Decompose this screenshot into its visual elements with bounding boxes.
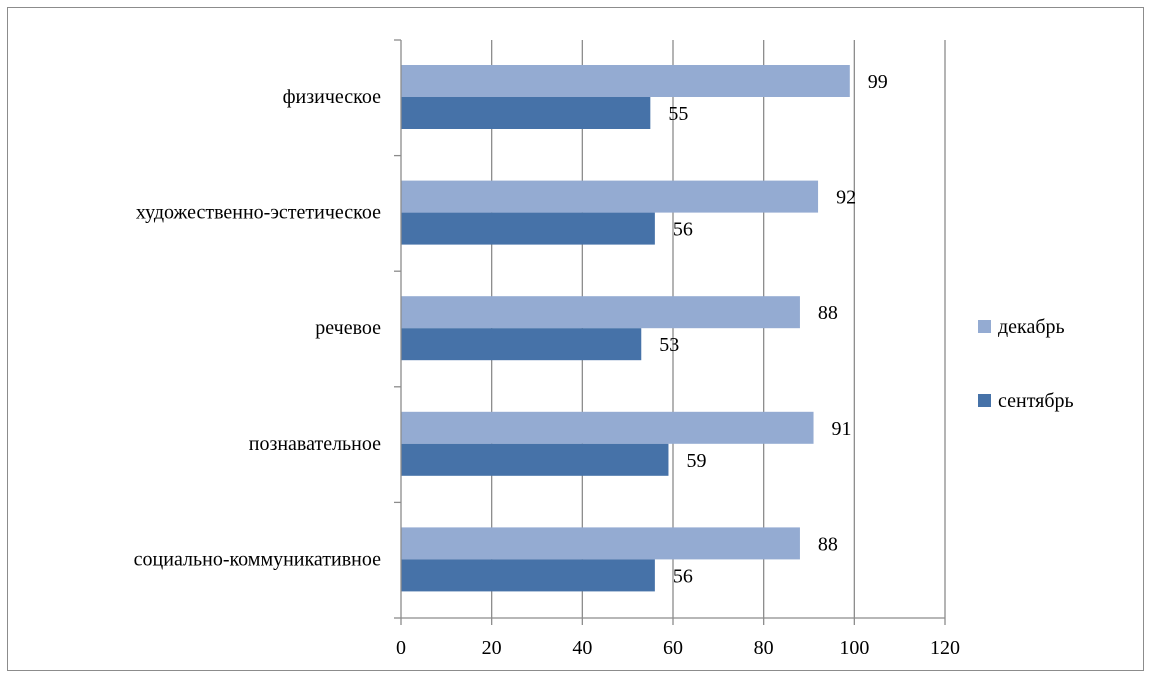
legend: декабрь сентябрь <box>978 316 1074 412</box>
bar-december <box>401 527 800 560</box>
legend-swatch <box>978 320 991 333</box>
x-tick-label: 20 <box>482 637 502 659</box>
x-tick-label: 40 <box>572 637 592 659</box>
x-tick-label: 80 <box>754 637 774 659</box>
bar-september <box>401 212 655 245</box>
data-label: 53 <box>659 334 679 356</box>
x-tick-label: 100 <box>839 637 869 659</box>
category-label: физическое <box>283 86 382 108</box>
category-label: социально-коммуникативное <box>134 548 381 570</box>
data-label: 99 <box>868 71 888 93</box>
data-label: 91 <box>832 418 852 440</box>
data-label: 88 <box>818 533 838 555</box>
bar-december <box>401 180 819 213</box>
bar-december <box>401 411 814 444</box>
legend-label: декабрь <box>998 316 1065 338</box>
chart-frame: 0 20 40 60 80 100 120 физическое 99 55 художествен… <box>7 7 1144 671</box>
bar-september <box>401 559 655 592</box>
legend-label: сентябрь <box>998 390 1074 412</box>
data-label: 56 <box>673 565 693 587</box>
x-tick-label: 60 <box>663 637 683 659</box>
bar-september <box>401 328 642 361</box>
bar-december <box>401 296 800 329</box>
labels: 0 20 40 60 80 100 120 физическое 99 55 художествен… <box>134 71 960 659</box>
bar-september <box>401 97 651 129</box>
axes <box>394 39 946 625</box>
data-label: 59 <box>686 450 706 472</box>
data-label: 56 <box>673 219 693 241</box>
category-label: речевое <box>315 317 381 339</box>
gridlines <box>491 40 946 618</box>
category-label: художественно-эстетическое <box>136 202 381 224</box>
data-label: 92 <box>836 187 856 209</box>
bar-chart: 0 20 40 60 80 100 120 физическое 99 55 художествен… <box>134 39 1074 659</box>
legend-swatch <box>978 394 991 407</box>
data-label: 55 <box>668 103 688 125</box>
bars <box>401 65 850 592</box>
x-tick-label: 0 <box>396 637 406 659</box>
bar-december <box>401 65 850 97</box>
data-label: 88 <box>818 302 838 324</box>
bar-september <box>401 443 669 476</box>
category-label: познавательное <box>249 433 381 455</box>
x-tick-label: 120 <box>930 637 960 659</box>
